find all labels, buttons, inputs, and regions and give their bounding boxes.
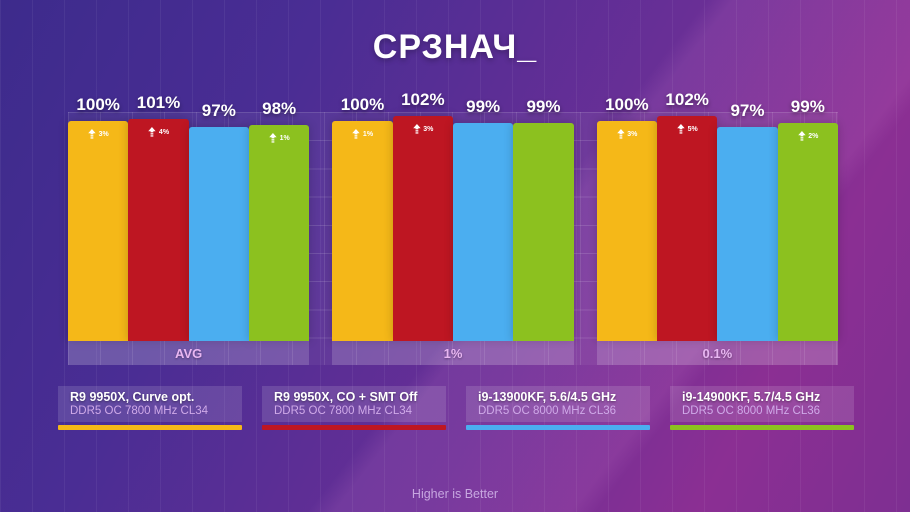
chart-plot-area: 100% 3% 101% 4% 97% 98% 1% 100% 1% 102% 3% 99%… [68,90,838,341]
bar[interactable]: 102% 3% [392,90,453,341]
bar-slot: 100% 1% [332,95,393,341]
bar-slot: 99% [452,97,514,341]
bar-slot: 99% [513,97,574,341]
bar-delta-badge: 1% [352,128,374,140]
chart-annotation: Higher is Better [411,487,499,501]
legend-text-box: i9-13900KF, 5.6/4.5 GHz DDR5 OC 8000 MHz … [466,386,650,422]
bar[interactable]: 97% [188,101,249,341]
bar-delta-value: 1% [362,130,374,138]
bar-delta-badge: 3% [88,128,109,140]
legend-color-swatch [262,425,446,430]
bar-value-label: 99% [790,97,825,117]
bar[interactable]: 99% 2% [777,97,838,341]
legend-text-box: R9 9950X, CO + SMT Off DDR5 OC 7800 MHz C… [262,386,446,422]
arrow-up-icon [412,124,421,135]
arrow-up-icon [616,128,625,140]
legend-subtitle: DDR5 OC 8000 MHz CL36 [682,405,821,417]
bar-slot: 98% 1% [248,99,310,341]
bar[interactable]: 99% [513,97,574,341]
bar-delta-value: 3% [423,126,434,134]
bar-delta-badge: 3% [412,124,433,135]
legend-color-swatch [58,425,242,430]
bar[interactable]: 100% 1% [332,95,393,341]
bar-slot: 97% [188,101,249,341]
legend-item-3[interactable]: i9-14900KF, 5.7/4.5 GHz DDR5 OC 8000 MHz … [670,386,854,432]
bar-delta-badge: 4% [148,126,170,138]
bar[interactable]: 101% 4% [128,93,189,341]
bar-value-label: 100% [605,94,649,114]
bar[interactable]: 99% [452,97,514,341]
page-title: СРЗНАЧ_ [372,28,538,66]
legend-subtitle: DDR5 OC 7800 MHz CL34 [274,405,413,417]
bar-value-label: 99% [526,97,561,117]
bar-delta-value: 2% [808,133,819,141]
legend-title: i9-14900KF, 5.7/4.5 GHz [682,390,821,404]
arrow-up-icon [797,131,806,142]
legend-item-0[interactable]: R9 9950X, Curve opt. DDR5 OC 7800 MHz CL3… [58,386,242,432]
bar-delta-badge: 3% [616,128,638,140]
arrow-up-icon [352,128,361,140]
bar-slot: 100% 3% [68,95,129,341]
legend-item-2[interactable]: i9-13900KF, 5.6/4.5 GHz DDR5 OC 8000 MHz … [466,386,650,432]
legend-color-swatch [466,425,650,430]
bar[interactable]: 100% 3% [596,95,657,341]
bar-delta-badge: 1% [269,133,290,144]
bar-value-label: 102% [665,90,709,110]
bar-delta-badge: 5% [677,124,698,135]
bar[interactable]: 97% [717,101,778,341]
bar[interactable]: 98% 1% [248,99,310,341]
bar-slot: 97% [717,101,778,341]
bar-group-1-: 100% 1% 102% 3% 99% 99% [332,90,574,341]
bar-group-avg: 100% 3% 101% 4% 97% 98% 1% [68,93,310,341]
bar-slot: 102% 3% [392,90,453,341]
category-label-strip: AVG 1% 0.1% [68,341,838,365]
bar-delta-badge: 2% [797,131,818,142]
bar-value-label: 101% [136,92,181,112]
bar-delta-value: 1% [279,135,290,143]
arrow-up-icon [88,128,97,140]
bar-value-label: 97% [730,101,765,121]
legend-title: i9-13900KF, 5.6/4.5 GHz [478,390,617,404]
arrow-up-icon [269,133,278,144]
category-label: 1% [332,341,574,365]
bar-delta-value: 5% [687,126,698,134]
legend-text-box: i9-14900KF, 5.7/4.5 GHz DDR5 OC 8000 MHz … [670,386,854,422]
legend-title: R9 9950X, CO + SMT Off [274,390,418,404]
bar-value-label: 100% [340,94,385,114]
bar-slot: 102% 5% [656,90,718,341]
legend-subtitle: DDR5 OC 8000 MHz CL36 [478,405,617,417]
bar-slot: 100% 3% [596,95,657,341]
bar[interactable]: 100% 3% [68,95,129,341]
arrow-up-icon [148,126,157,138]
arrow-up-icon [677,124,686,135]
legend-title: R9 9950X, Curve opt. [70,390,195,404]
bar[interactable]: 102% 5% [656,90,718,341]
bar-delta-value: 3% [627,130,638,138]
legend-color-swatch [670,425,854,430]
legend-text-box: R9 9950X, Curve opt. DDR5 OC 7800 MHz CL3… [58,386,242,422]
bar-value-label: 102% [401,90,445,110]
legend-item-1[interactable]: R9 9950X, CO + SMT Off DDR5 OC 7800 MHz C… [262,386,446,432]
bar-slot: 101% 4% [128,93,189,341]
bar-value-label: 98% [262,99,297,119]
legend-subtitle: DDR5 OC 7800 MHz CL34 [70,405,209,417]
bar-delta-value: 4% [158,128,170,136]
category-label: AVG [68,341,310,365]
bar-slot: 99% 2% [777,97,838,341]
bar-value-label: 100% [76,94,120,114]
bar-group-0-1-: 100% 3% 102% 5% 97% 99% 2% [596,90,838,341]
category-label: 0.1% [596,341,838,365]
bar-value-label: 97% [201,101,236,121]
bar-delta-value: 3% [98,130,109,138]
bar-value-label: 99% [466,97,501,117]
chart-legend: R9 9950X, Curve opt. DDR5 OC 7800 MHz CL3… [58,386,854,432]
